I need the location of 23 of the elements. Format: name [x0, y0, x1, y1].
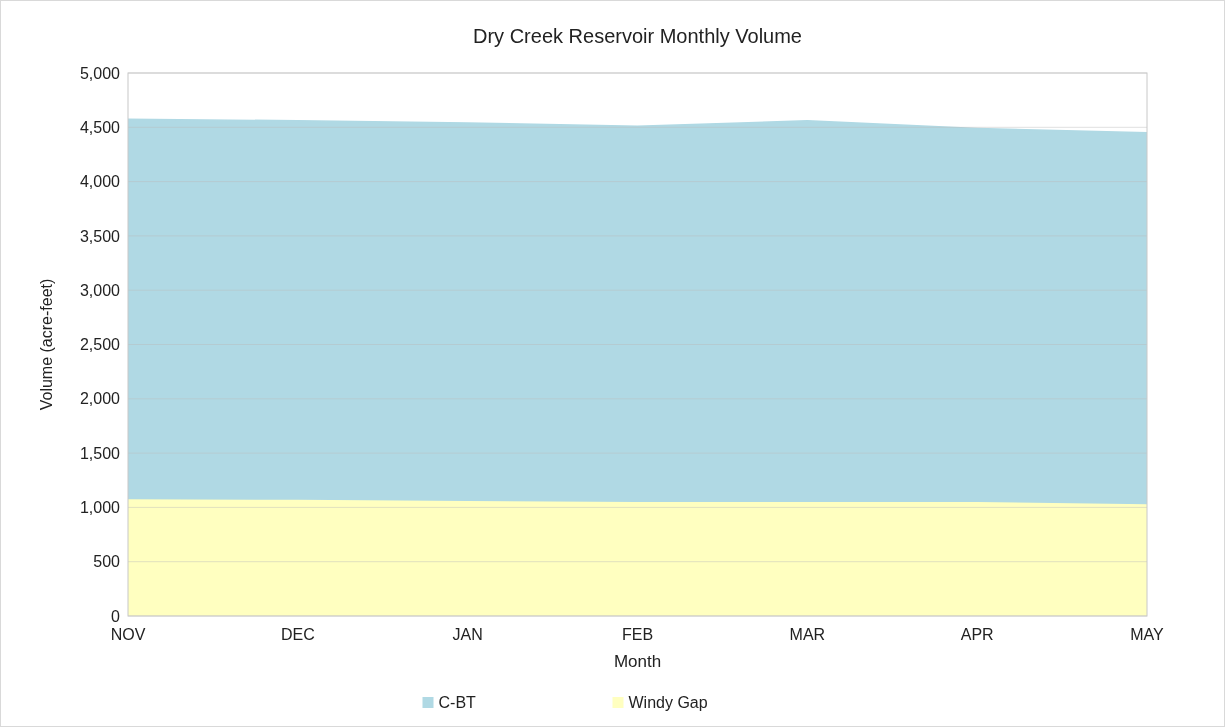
y-axis-title: Volume (acre-feet): [38, 278, 55, 411]
x-tick-label: JAN: [452, 626, 483, 643]
y-tick-label: 500: [93, 553, 121, 571]
x-tick-label: APR: [960, 626, 994, 643]
y-tick-label: 2,500: [79, 336, 121, 354]
y-tick-label: 3,000: [79, 281, 121, 299]
legend-label: C-BT: [438, 694, 477, 711]
y-tick-label: 4,500: [79, 118, 121, 136]
y-tick-label: 3,500: [79, 227, 121, 245]
x-axis-title: Month: [613, 652, 662, 671]
y-tick-label: 5,000: [79, 64, 121, 82]
y-tick-label: 4,000: [79, 173, 121, 191]
y-tick-label: 0: [111, 607, 121, 625]
x-tick-label: FEB: [621, 626, 654, 643]
x-tick-label: MAR: [789, 626, 826, 643]
chart-title: Dry Creek Reservoir Monthly Volume: [473, 25, 802, 47]
y-tick-label: 2,000: [79, 390, 121, 408]
x-tick-label: DEC: [280, 626, 315, 643]
y-tick-label: 1,000: [79, 499, 121, 516]
x-tick-label: MAY: [1130, 626, 1165, 643]
y-tick-label: 1,500: [79, 444, 121, 462]
x-tick-label: NOV: [110, 626, 146, 643]
legend-label: Windy Gap: [628, 694, 708, 711]
